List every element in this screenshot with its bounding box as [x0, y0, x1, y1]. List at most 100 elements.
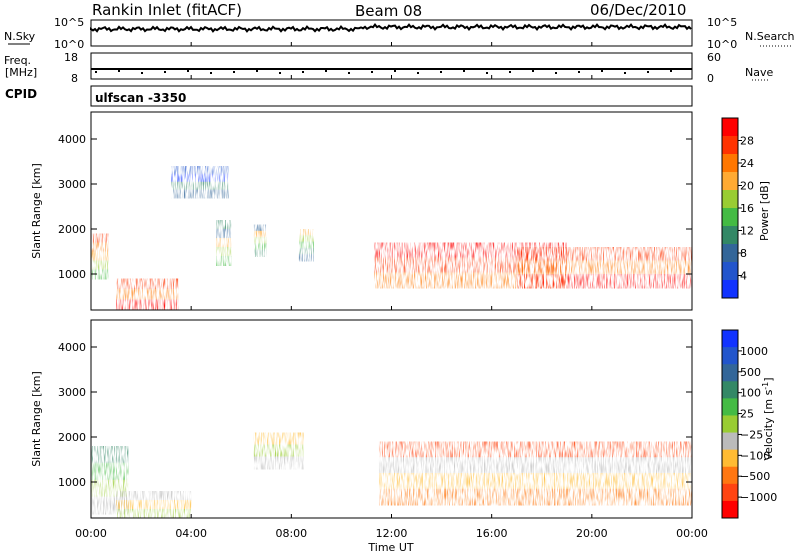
velocity-colorbar-swatch	[722, 483, 738, 502]
velocity-region-band	[91, 462, 129, 481]
x-axis-label: Time UT	[367, 541, 413, 554]
power-colorbar-tick-label: 28	[740, 135, 754, 148]
nave-point	[440, 71, 442, 73]
power-region-band	[171, 189, 229, 199]
date-label: 06/Dec/2010	[590, 1, 686, 19]
nave-point	[509, 71, 511, 73]
cpid-label: CPID	[5, 87, 37, 101]
velocity-colorbar-swatch	[722, 364, 738, 382]
velocity-region-band	[253, 432, 304, 446]
power-region-band	[516, 260, 692, 275]
nave-point	[601, 70, 603, 72]
noise-right-tick-bottom: 10^0	[707, 38, 737, 51]
power-region-band	[116, 299, 179, 310]
noise-search-label: N.Search	[745, 30, 795, 43]
velocity-colorbar-swatch	[722, 500, 738, 519]
nave-point	[486, 72, 488, 74]
velocity-colorbar-swatch	[722, 330, 738, 348]
nave-point	[164, 71, 166, 73]
velocity-colorbar-swatch	[722, 449, 738, 468]
noise-left-tick-top: 10^5	[54, 16, 84, 29]
nave-right-tick-top: 60	[707, 51, 721, 64]
velocity-colorbar-label: Velocity [m s-1]	[761, 377, 775, 460]
noise-sky-label: N.Sky	[4, 30, 36, 43]
velocity-colorbar-tick-label: 100	[740, 387, 761, 400]
velocity-region-band	[253, 456, 304, 470]
power-region-band	[298, 247, 314, 256]
velocity-region-band	[116, 491, 192, 501]
noise-sky-line	[90, 22, 692, 33]
velocity-colorbar-tick-label: −1000	[740, 491, 777, 504]
power-region	[116, 278, 179, 310]
power-colorbar-swatch	[722, 172, 738, 191]
nave-point	[233, 71, 235, 73]
power-colorbar-swatch	[722, 262, 738, 281]
velocity-colorbar-frame	[721, 329, 739, 519]
power-colorbar-swatch	[722, 118, 738, 137]
power-colorbar-tick-label: 4	[740, 270, 747, 283]
nave-point	[624, 72, 626, 74]
freq-left-tick-bottom: 8	[71, 72, 78, 85]
power-colorbar-swatch	[722, 154, 738, 173]
freq-unit-label: [MHz]	[5, 66, 37, 79]
nave-point	[118, 70, 120, 72]
power-colorbar-tick-label: 20	[740, 180, 754, 193]
velocity-region-band	[116, 509, 192, 518]
power-region-band	[116, 289, 179, 301]
velocity-colorbar-swatch	[722, 381, 738, 399]
power-region-band	[91, 251, 109, 262]
power-region-band	[216, 238, 232, 248]
velocity-region-band	[253, 444, 304, 458]
power-region-band	[91, 233, 109, 244]
nave-point	[417, 72, 419, 74]
velocity-y-axis-label: Slant Range [km]	[30, 371, 43, 467]
power-region	[516, 247, 692, 289]
power-colorbar-tick-label: 8	[740, 247, 747, 260]
velocity-region	[116, 491, 192, 518]
velocity-y-tick-label: 2000	[58, 431, 86, 444]
power-region-band	[91, 260, 109, 271]
noise-right-tick-top: 10^5	[707, 16, 737, 29]
velocity-colorbar-tick-label: 25	[740, 408, 754, 421]
time-x-axis: 00:00 04:00 08:00 12:00 16:00 20:00 00:00	[75, 42, 708, 540]
x-tick-label: 08:00	[275, 527, 307, 540]
power-region-band	[171, 181, 229, 191]
power-region-band	[216, 256, 232, 266]
velocity-colorbar-tick-label: −100	[740, 449, 770, 462]
power-colorbar-swatch	[722, 226, 738, 245]
power-region	[171, 166, 229, 199]
velocity-y-axis: 1000 2000 3000 4000	[58, 341, 692, 489]
velocity-colorbar-swatch	[722, 466, 738, 485]
power-colorbar-tick-label: 12	[740, 225, 754, 238]
power-region-band	[516, 274, 692, 289]
power-region-band	[171, 166, 229, 175]
velocity-colorbar-swatch	[722, 415, 738, 434]
power-colorbar-label: Power [dB]	[758, 181, 771, 241]
nave-point	[578, 71, 580, 73]
x-tick-label: 16:00	[476, 527, 508, 540]
velocity-region-band	[91, 446, 129, 464]
velocity-y-tick-label: 3000	[58, 386, 86, 399]
velocity-colorbar-tick-label: −500	[740, 470, 770, 483]
power-y-tick-label: 3000	[58, 178, 86, 191]
noise-sky-trace	[90, 22, 692, 33]
power-region-band	[216, 229, 232, 239]
nave-point	[279, 72, 281, 74]
nave-point	[256, 70, 258, 72]
nave-point	[371, 71, 373, 73]
velocity-colorbar-tick-label: 500	[740, 366, 761, 379]
velocity-region	[378, 441, 692, 506]
power-region	[253, 224, 267, 257]
power-region-band	[253, 224, 267, 232]
nave-point	[95, 71, 97, 73]
velocity-heatmap	[91, 432, 692, 518]
power-colorbar: 28 24 20 16 12 8 4	[721, 117, 754, 299]
power-region	[298, 229, 314, 262]
power-region-band	[516, 247, 692, 262]
velocity-region-band	[378, 473, 692, 490]
noise-left-tick-bottom: 10^0	[54, 38, 84, 51]
power-region-band	[253, 243, 267, 251]
power-region-band	[253, 230, 267, 239]
power-region-band	[216, 220, 232, 230]
